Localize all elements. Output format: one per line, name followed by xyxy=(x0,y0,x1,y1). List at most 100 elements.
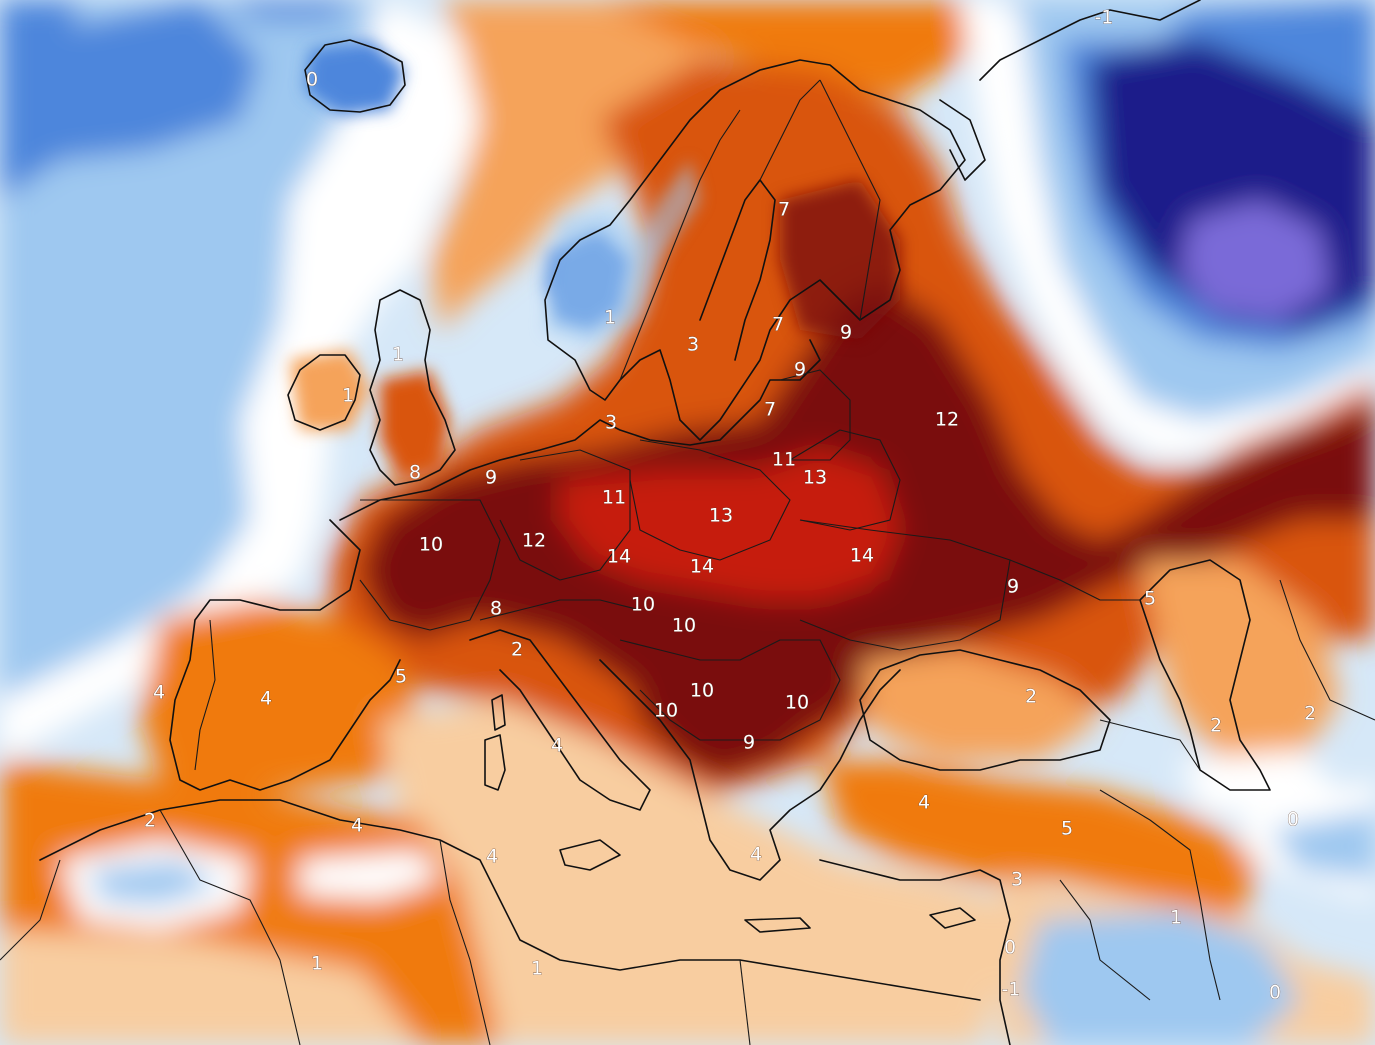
scandinavia-coast xyxy=(544,59,966,441)
finland-deep-red xyxy=(780,180,900,340)
anomaly-label-russia-south: 9 xyxy=(1007,576,1019,598)
middle-east-blue xyxy=(1020,910,1300,1045)
arctic-blue-top xyxy=(220,0,360,20)
black-sea-coast xyxy=(859,649,1111,771)
anomaly-label-sweden-south: 3 xyxy=(687,334,699,356)
border-baltics xyxy=(779,369,851,461)
anomaly-label-libya: 1 xyxy=(531,958,543,980)
anomaly-label-belarus: 13 xyxy=(803,467,827,489)
arctic-russia-coast xyxy=(979,0,1201,81)
border-france xyxy=(359,499,501,631)
arctic-orange xyxy=(600,0,1000,100)
iran-blue xyxy=(1270,810,1375,880)
anomaly-label-greece: 4 xyxy=(750,844,762,866)
border-spain-portugal xyxy=(194,619,216,771)
north-atlantic-orange xyxy=(430,0,720,330)
anomaly-label-ireland: 1 xyxy=(342,385,354,407)
coastlines xyxy=(39,0,1271,1045)
anomaly-label-england: 8 xyxy=(409,462,421,484)
sahara-blue-patch xyxy=(90,860,220,905)
anomaly-label-black-sea: 2 xyxy=(1025,686,1037,708)
anomaly-label-caspian-east: 2 xyxy=(1304,703,1316,725)
anomaly-label-denmark: 3 xyxy=(605,412,617,434)
great-britain-coast xyxy=(369,289,456,486)
anomaly-label-bulgaria: 9 xyxy=(743,732,755,754)
north-africa-coast xyxy=(39,799,981,1001)
turkey-south-coast xyxy=(819,859,1011,1045)
border-norway-sweden xyxy=(619,109,741,381)
anomaly-label-syria: 3 xyxy=(1011,869,1023,891)
anomaly-label-iran-north: 0 xyxy=(1287,809,1299,831)
anomaly-label-norway-south: 1 xyxy=(604,307,616,329)
anomaly-label-iceland: 0 xyxy=(306,69,318,91)
anomaly-label-italy-north: 2 xyxy=(511,639,523,661)
anomaly-label-switzerland: 8 xyxy=(490,598,502,620)
anomaly-label-russia-west: 12 xyxy=(935,409,959,431)
cyprus-coast xyxy=(929,907,976,929)
border-ukraine xyxy=(799,519,1011,651)
greenland-blue-patch xyxy=(0,0,80,80)
anomaly-label-hungary: 10 xyxy=(672,615,696,637)
anomaly-label-bosnia: 10 xyxy=(654,700,678,722)
border-north-africa-2 xyxy=(439,839,491,1045)
iceland-coast xyxy=(304,39,406,113)
anomaly-label-italy-central: 4 xyxy=(551,735,563,757)
atlantic-white-band xyxy=(0,0,480,760)
anomaly-label-slovakia: 14 xyxy=(690,556,714,578)
sardinia-coast xyxy=(484,734,506,791)
anomaly-label-sahara-west: 1 xyxy=(311,953,323,975)
arctic-russia-blue xyxy=(1000,0,1200,40)
bothnia-coast xyxy=(699,179,776,361)
border-finland-russia xyxy=(819,79,881,321)
anomaly-label-arabia: 0 xyxy=(1269,982,1281,1004)
ireland-coast xyxy=(287,354,361,431)
border-egypt-libya xyxy=(739,959,751,1045)
anomaly-label-algeria: 4 xyxy=(351,815,363,837)
anomaly-label-estonia: 9 xyxy=(794,359,806,381)
central-europe-red-core xyxy=(560,450,900,600)
anomaly-label-turkey-west: 4 xyxy=(918,792,930,814)
italy-coast xyxy=(469,629,651,811)
anomaly-label-tunisia: 4 xyxy=(486,846,498,868)
anomaly-label-ukraine: 14 xyxy=(850,545,874,567)
country-borders xyxy=(0,79,1375,1045)
anomaly-label-finland-north: 7 xyxy=(778,199,790,221)
norway-lightblue xyxy=(545,160,700,345)
anomaly-label-germany-south: 12 xyxy=(522,530,546,552)
balkan-coast xyxy=(599,659,901,881)
anomaly-label-arctic-russia: -1 xyxy=(1095,7,1114,29)
border-russia-south xyxy=(1009,559,1140,601)
anomaly-label-czechia: 14 xyxy=(607,546,631,568)
anomaly-label-israel: -1 xyxy=(1002,979,1021,1001)
caspian-coast xyxy=(1139,559,1271,791)
anomaly-label-france: 10 xyxy=(419,534,443,556)
iberia-orange xyxy=(140,600,420,800)
anomaly-label-serbia: 10 xyxy=(690,680,714,702)
anomaly-label-spain-north: 5 xyxy=(395,666,407,688)
border-caucasus xyxy=(1099,719,1201,771)
russia-purple-core xyxy=(1180,200,1330,320)
anomaly-label-benelux: 9 xyxy=(485,467,497,489)
caspian-white xyxy=(1180,750,1340,820)
anomaly-label-lebanon: 0 xyxy=(1004,937,1016,959)
turkey-orange xyxy=(820,760,1260,920)
anomaly-label-austria: 10 xyxy=(631,594,655,616)
anomaly-label-karelia: 9 xyxy=(840,322,852,344)
anomaly-label-caucasus: 2 xyxy=(1210,715,1222,737)
anomaly-label-morocco: 2 xyxy=(144,810,156,832)
iberia-coast xyxy=(169,519,401,791)
sicily-coast xyxy=(559,839,621,871)
iceland-blue-patch xyxy=(305,40,405,115)
anomaly-label-germany-north: 11 xyxy=(602,487,626,509)
anomaly-label-turkey-east: 5 xyxy=(1061,818,1073,840)
crete-coast xyxy=(744,917,811,933)
border-kazakhstan xyxy=(1279,579,1375,721)
anomaly-label-iraq: 1 xyxy=(1170,907,1182,929)
anomaly-label-scotland: 1 xyxy=(392,344,404,366)
atlantic-blue-region xyxy=(0,0,380,720)
border-west-sahara xyxy=(0,859,61,961)
